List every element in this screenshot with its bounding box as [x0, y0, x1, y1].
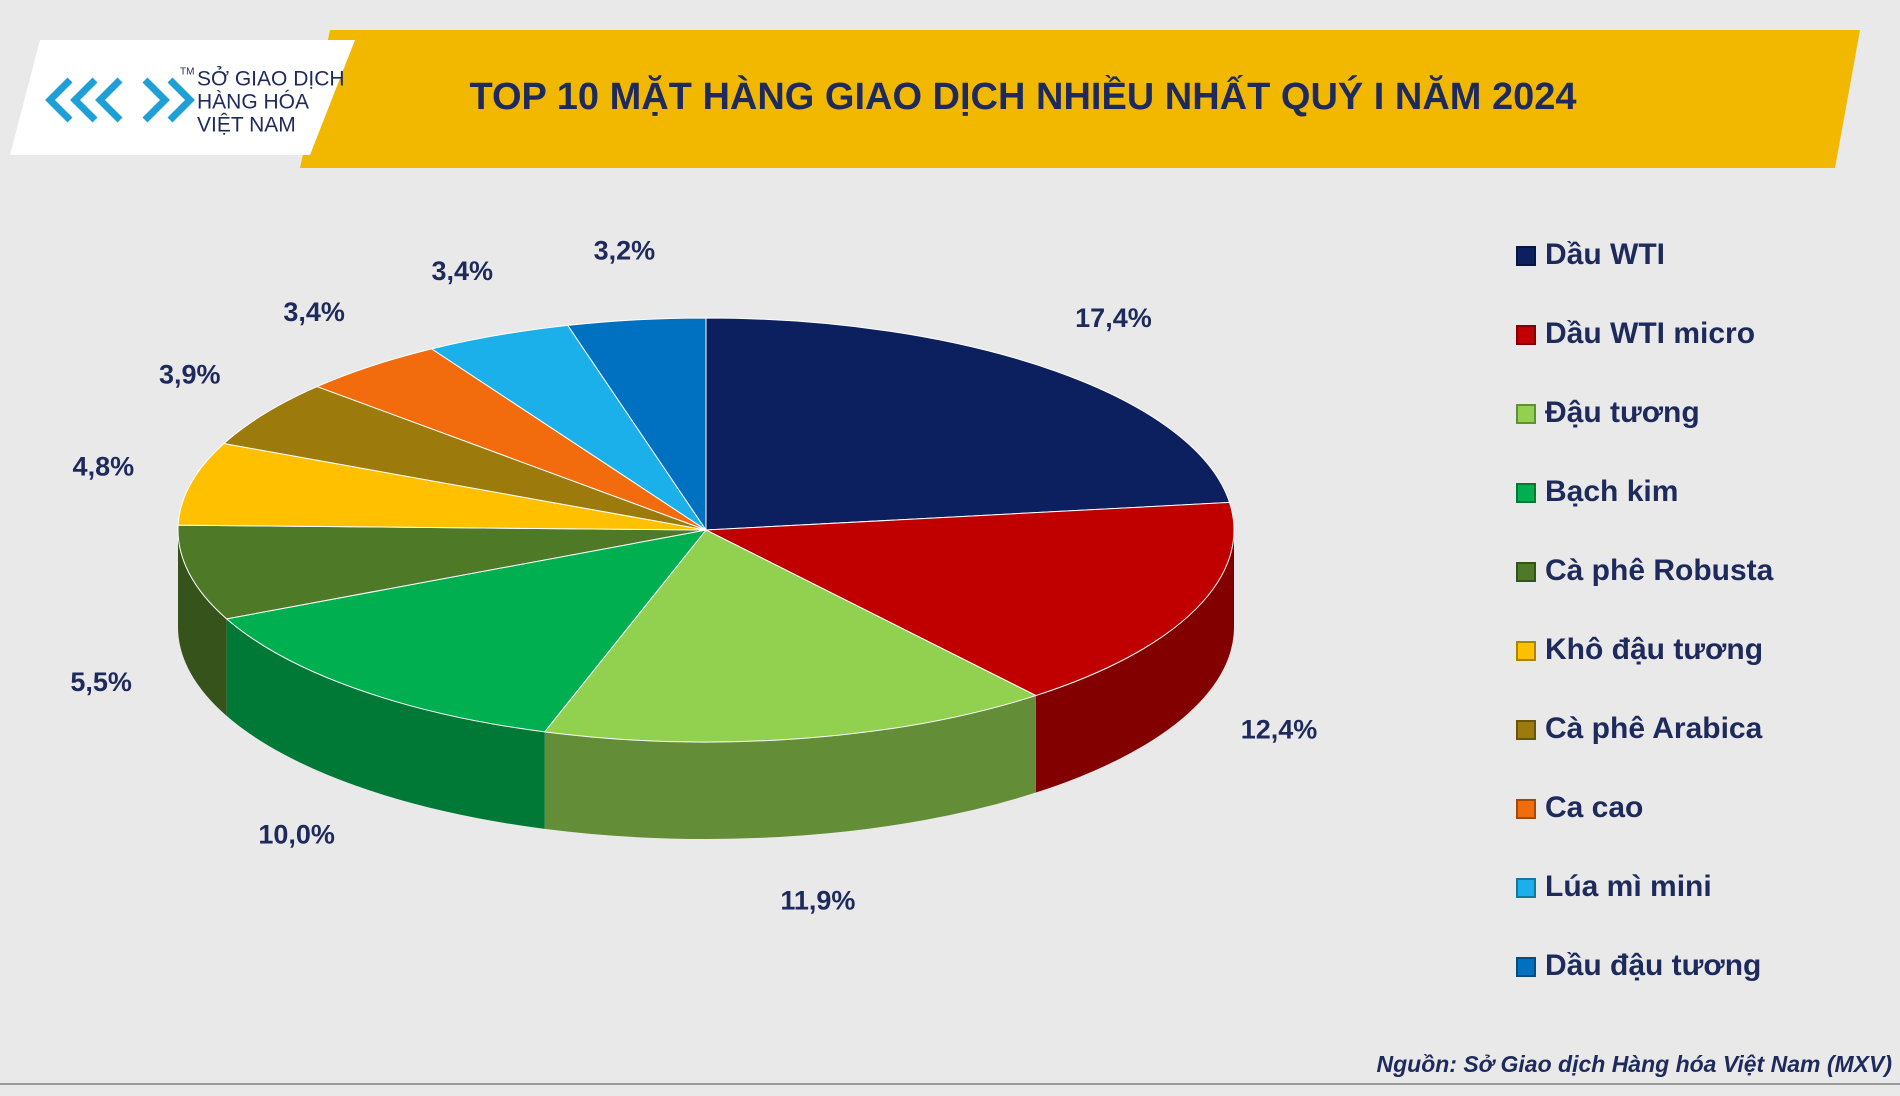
legend-label: Lúa mì mini — [1545, 870, 1712, 903]
legend-label: Dầu WTI — [1545, 238, 1665, 271]
legend-swatch — [1516, 957, 1536, 977]
legend-swatch — [1516, 720, 1536, 740]
slice-side — [1035, 530, 1234, 793]
data-label: 10,0% — [258, 820, 335, 850]
slice — [543, 529, 1038, 743]
data-label: 5,5% — [70, 667, 132, 697]
slice — [177, 442, 707, 531]
slice — [705, 317, 1231, 531]
data-label: 3,2% — [594, 236, 656, 266]
legend-swatch — [1516, 562, 1536, 582]
legend-label: Dầu WTI micro — [1545, 317, 1755, 350]
legend-label: Cà phê Arabica — [1545, 712, 1763, 745]
legend-swatch — [1516, 799, 1536, 819]
legend-swatch — [1516, 246, 1536, 266]
slice-side — [226, 618, 545, 829]
logo-icon — [45, 77, 195, 123]
source: Nguồn: Sở Giao dịch Hàng hóa Việt Nam (M… — [1376, 1051, 1892, 1077]
slice — [222, 386, 707, 531]
title-banner — [300, 30, 1860, 168]
legend-label: Ca cao — [1545, 791, 1643, 824]
legend-label: Đậu tương — [1545, 396, 1700, 429]
legend-swatch — [1516, 483, 1536, 503]
logo-text: SỞ GIAO DỊCH — [197, 67, 345, 91]
legend-swatch — [1516, 878, 1536, 898]
data-label: 4,8% — [73, 452, 135, 482]
slice — [177, 524, 707, 620]
slice — [704, 501, 1235, 697]
slice — [566, 317, 707, 532]
slice-side — [544, 695, 1036, 839]
logo-panel — [10, 40, 355, 155]
slice — [225, 529, 708, 733]
logo-mark: TM — [180, 67, 194, 78]
logo-text: VIỆT NAM — [197, 114, 296, 137]
data-label: 3,4% — [283, 297, 345, 327]
legend-swatch — [1516, 404, 1536, 424]
data-label: 11,9% — [780, 885, 855, 915]
data-label: 3,4% — [431, 256, 493, 286]
legend-label: Cà phê Robusta — [1545, 554, 1774, 587]
legend-label: Bạch kim — [1545, 475, 1678, 508]
data-label: 3,9% — [159, 359, 221, 389]
legend-swatch — [1516, 325, 1536, 345]
legend-label: Khô đậu tương — [1545, 633, 1763, 666]
chart-title: TOP 10 MẶT HÀNG GIAO DỊCH NHIỀU NHẤT QUÝ… — [469, 74, 1576, 118]
legend-swatch — [1516, 641, 1536, 661]
legend-label: Dầu đậu tương — [1545, 949, 1761, 982]
pie: 17,4% 12,4% 11,9% 10,0% 5,5% 4,8% 3,9% 3,4% 3,4%… — [70, 236, 1317, 916]
logo-text: HÀNG HÓA — [197, 91, 309, 114]
legend: Dầu WTI Dầu WTI micro Đậu tương Bạch kim Cà … — [1516, 238, 1774, 982]
data-label: 12,4% — [1241, 715, 1318, 745]
data-label: 17,4% — [1075, 303, 1152, 333]
